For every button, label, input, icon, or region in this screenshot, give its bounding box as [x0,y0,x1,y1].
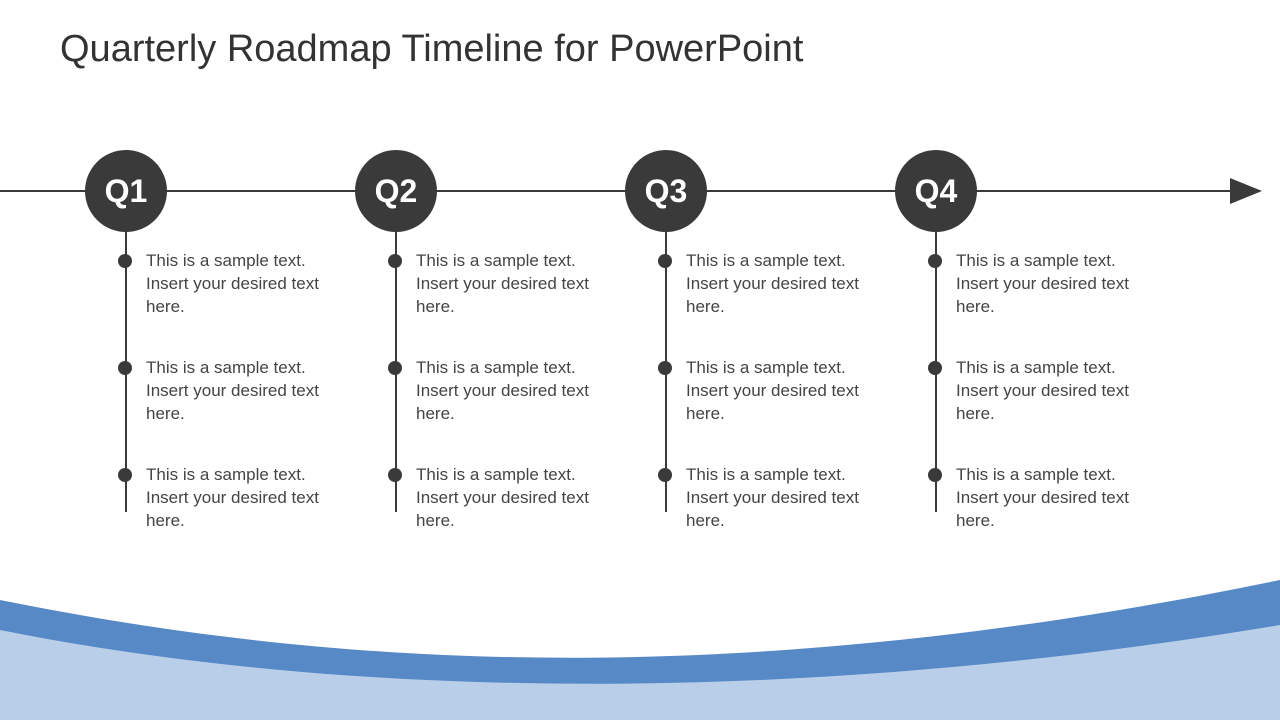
quarter-item: This is a sample text. Insert your desir… [118,250,348,319]
quarter-item: This is a sample text. Insert your desir… [388,357,618,426]
quarter-item: This is a sample text. Insert your desir… [658,250,888,319]
quarter-item-text: This is a sample text. Insert your desir… [416,357,618,426]
quarter-item-text: This is a sample text. Insert your desir… [416,250,618,319]
quarter-circle: Q1 [85,150,167,232]
bullet-dot-icon [658,361,672,375]
quarter-label: Q1 [105,173,148,210]
quarter-items: This is a sample text. Insert your desir… [118,250,348,570]
bullet-dot-icon [928,468,942,482]
quarter-item: This is a sample text. Insert your desir… [118,357,348,426]
quarter-q4: Q4This is a sample text. Insert your des… [895,150,977,232]
quarter-item: This is a sample text. Insert your desir… [928,464,1158,533]
bullet-dot-icon [118,468,132,482]
slide-title: Quarterly Roadmap Timeline for PowerPoin… [60,28,803,71]
quarter-item: This is a sample text. Insert your desir… [388,250,618,319]
quarter-items: This is a sample text. Insert your desir… [388,250,618,570]
quarter-item: This is a sample text. Insert your desir… [928,250,1158,319]
bullet-dot-icon [388,361,402,375]
bullet-dot-icon [928,361,942,375]
quarter-item-text: This is a sample text. Insert your desir… [956,250,1158,319]
bullet-dot-icon [388,468,402,482]
quarter-item: This is a sample text. Insert your desir… [658,464,888,533]
quarter-label: Q4 [915,173,958,210]
quarter-item-text: This is a sample text. Insert your desir… [686,357,888,426]
quarter-circle: Q3 [625,150,707,232]
quarter-label: Q2 [375,173,418,210]
quarter-item: This is a sample text. Insert your desir… [928,357,1158,426]
quarter-item: This is a sample text. Insert your desir… [118,464,348,533]
quarter-item-text: This is a sample text. Insert your desir… [146,464,348,533]
bullet-dot-icon [928,254,942,268]
timeline-arrow-icon [1230,178,1262,204]
timeline-axis-line [0,190,1235,192]
bullet-dot-icon [118,254,132,268]
bullet-dot-icon [118,361,132,375]
quarter-q2: Q2This is a sample text. Insert your des… [355,150,437,232]
wave-decoration-front [0,570,1280,720]
quarter-items: This is a sample text. Insert your desir… [658,250,888,570]
bullet-dot-icon [658,468,672,482]
quarter-circle: Q2 [355,150,437,232]
quarter-circle: Q4 [895,150,977,232]
quarter-q1: Q1This is a sample text. Insert your des… [85,150,167,232]
quarter-item-text: This is a sample text. Insert your desir… [146,250,348,319]
quarter-item-text: This is a sample text. Insert your desir… [686,250,888,319]
bullet-dot-icon [658,254,672,268]
quarter-item: This is a sample text. Insert your desir… [658,357,888,426]
quarter-q3: Q3This is a sample text. Insert your des… [625,150,707,232]
quarter-item-text: This is a sample text. Insert your desir… [146,357,348,426]
bullet-dot-icon [388,254,402,268]
quarter-item-text: This is a sample text. Insert your desir… [416,464,618,533]
quarter-item-text: This is a sample text. Insert your desir… [956,357,1158,426]
quarter-item-text: This is a sample text. Insert your desir… [956,464,1158,533]
quarter-label: Q3 [645,173,688,210]
quarter-item: This is a sample text. Insert your desir… [388,464,618,533]
quarter-items: This is a sample text. Insert your desir… [928,250,1158,570]
quarter-item-text: This is a sample text. Insert your desir… [686,464,888,533]
